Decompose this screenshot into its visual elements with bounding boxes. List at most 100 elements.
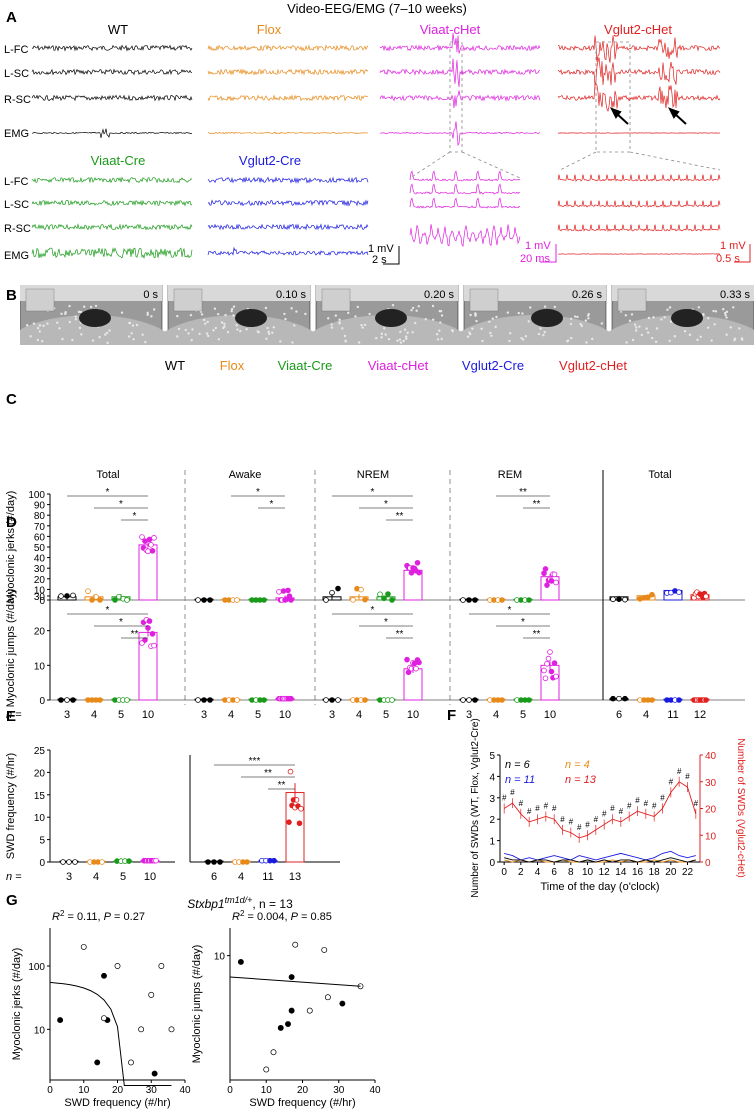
bedding-chip <box>90 306 92 308</box>
group-title-vglut2-cre: Vglut2-Cre <box>239 153 301 168</box>
bedding-chip <box>400 341 402 343</box>
bedding-chip <box>338 322 340 324</box>
bedding-chip <box>554 306 556 308</box>
data-point <box>611 597 616 602</box>
bedding-chip <box>239 330 241 332</box>
trace-top-2-3 <box>380 121 540 145</box>
n-value: 10 <box>142 709 154 721</box>
y-tick-label: 40 <box>34 554 46 565</box>
significance-marker: # <box>577 823 582 832</box>
data-point <box>208 698 213 703</box>
bedding-chip <box>215 327 217 329</box>
inset-viaat-trace-1 <box>410 184 520 194</box>
data-point <box>149 992 154 997</box>
data-point <box>235 598 240 603</box>
bedding-chip <box>230 310 232 312</box>
section-title: Total <box>96 469 119 481</box>
section-title: Awake <box>229 469 262 481</box>
data-point <box>390 598 395 603</box>
data-point <box>546 656 551 661</box>
bedding-chip <box>273 326 275 328</box>
channel-label-lfc: L-FC <box>4 44 29 56</box>
bedding-chip <box>58 327 60 329</box>
bedding-chip <box>725 334 727 336</box>
bedding-chip <box>271 331 273 333</box>
bedding-chip <box>415 310 417 312</box>
bedding-chip <box>388 338 390 340</box>
bedding-chip <box>638 325 640 327</box>
n-value: 4 <box>238 871 244 883</box>
trace-top-1-3 <box>208 132 368 133</box>
data-point <box>81 944 86 949</box>
data-point <box>545 583 550 588</box>
bedding-chip <box>146 314 148 316</box>
bedding-chip <box>570 323 572 325</box>
data-point <box>152 1071 157 1076</box>
y-tick-label: 50 <box>34 543 46 554</box>
bedding-chip <box>438 329 440 331</box>
n-value: 5 <box>383 709 389 721</box>
bedding-chip <box>338 319 340 321</box>
significance-label: *** <box>249 756 261 767</box>
bedding-chip <box>399 331 401 333</box>
bedding-chip <box>207 335 209 337</box>
bedding-chip <box>204 323 206 325</box>
x-tick-label: 4 <box>535 867 541 878</box>
y-tick-label: 30 <box>34 592 46 603</box>
significance-label: ** <box>533 499 541 510</box>
x-tick-label: 40 <box>369 1085 381 1096</box>
bedding-chip <box>684 330 686 332</box>
data-point <box>159 963 164 968</box>
bedding-chip <box>689 334 691 336</box>
bedding-chip <box>489 332 491 334</box>
regression-line <box>50 982 172 1085</box>
y-tick-label: 5 <box>489 751 495 762</box>
bedding-chip <box>418 305 420 307</box>
bedding-chip <box>37 339 39 341</box>
trace-top-1-2 <box>208 96 368 101</box>
bedding-chip <box>648 317 650 319</box>
data-point <box>543 676 548 681</box>
significance-label: ** <box>396 511 404 522</box>
y-tick-label: 90 <box>34 501 46 512</box>
significance-label: * <box>133 511 137 522</box>
data-point <box>289 598 294 603</box>
bedding-chip <box>236 328 238 330</box>
y-tick-label: 2 <box>489 815 495 826</box>
data-point <box>552 572 557 577</box>
data-point <box>146 549 151 554</box>
bedding-chip <box>46 322 48 324</box>
data-point <box>73 860 78 865</box>
data-point <box>67 860 72 865</box>
significance-label: * <box>106 605 110 616</box>
data-point <box>554 580 559 585</box>
bedding-chip <box>68 305 70 307</box>
eeg-traces <box>32 33 720 258</box>
scale-label-s: 2 s <box>372 254 387 266</box>
bedding-chip <box>354 315 356 317</box>
data-point <box>467 598 472 603</box>
significance-label: ** <box>396 629 404 640</box>
bedding-chip <box>521 312 523 314</box>
inset1-label-ms: 20 ms <box>520 253 550 265</box>
bedding-chip <box>360 324 362 326</box>
data-point <box>262 598 267 603</box>
x-tick-label: 0 <box>227 1085 233 1096</box>
n-value: 4 <box>493 709 499 721</box>
bedding-chip <box>635 329 637 331</box>
x-tick-label: 0 <box>47 1085 53 1096</box>
bedding-chip <box>60 313 62 315</box>
bedding-chip <box>655 341 657 343</box>
trace-top-2-1 <box>380 59 540 87</box>
data-point <box>212 860 217 865</box>
significance-marker: # <box>519 799 524 808</box>
bedding-chip <box>529 306 531 308</box>
data-point <box>245 860 250 865</box>
n-value: 4 <box>93 871 99 883</box>
significance-label: * <box>508 605 512 616</box>
bedding-chip <box>361 326 363 328</box>
bedding-chip <box>544 305 546 307</box>
bedding-chip <box>480 328 482 330</box>
x-tick-label: 20 <box>297 1085 309 1096</box>
